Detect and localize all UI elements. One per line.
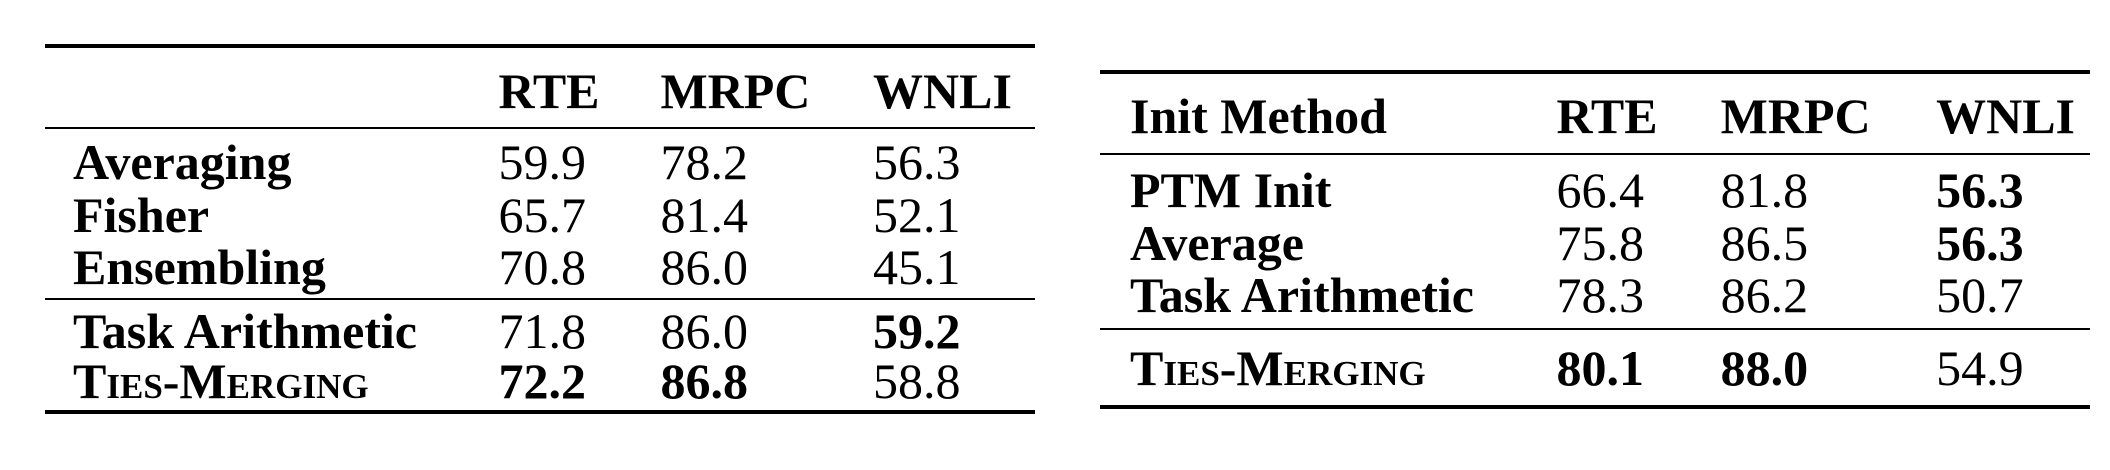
row-method: Averaging [73,134,292,190]
cell-wnli: 58.8 [873,353,961,409]
cell-rte: 59.9 [498,134,586,190]
row-method-ties-merging: Ties-Merging [1130,339,1426,396]
table-row: Ensembling 70.8 86.0 45.1 [45,242,1035,300]
cell-mrpc: 81.8 [1720,162,1809,218]
cell-wnli: 54.9 [1936,339,2024,396]
cell-rte: 75.8 [1556,214,1645,271]
cell-rte: 70.8 [498,242,661,300]
table-header-row: Init Method RTE MRPC WNLI [1100,72,2090,155]
row-method: Ensembling [45,242,499,300]
table-header-row: RTE MRPC WNLI [45,46,1035,129]
row-method: Task Arithmetic [1100,270,1557,330]
cell-mrpc: 81.4 [660,186,748,243]
cell-wnli-best: 56.3 [1936,162,2024,218]
cell-wnli: 50.7 [1936,270,2090,330]
cell-wnli-best: 56.3 [1936,214,2024,271]
cell-wnli: 56.3 [873,134,961,190]
row-method: Average [1130,214,1304,271]
cell-mrpc-best: 86.8 [660,353,748,409]
header-wnli: WNLI [873,46,1035,129]
table-row: Ties-Merging 72.2 86.8 58.8 [45,356,1035,412]
row-method: Fisher [73,186,210,243]
header-method [45,46,499,129]
cell-wnli-best: 59.2 [873,303,961,359]
cell-wnli: 52.1 [873,186,961,243]
header-init-method: Init Method [1100,72,1557,155]
cell-wnli: 45.1 [873,242,1035,300]
header-mrpc: MRPC [660,46,873,129]
row-method-ties-merging: Ties-Merging [73,353,369,409]
merging-methods-table: RTE MRPC WNLI Averaging 59.9 78.2 56.3 F… [45,44,1035,414]
cell-mrpc: 86.5 [1720,214,1809,271]
cell-mrpc: 86.0 [660,242,873,300]
table-row: Task Arithmetic 78.3 86.2 50.7 [1100,270,2090,330]
table-row: Ties-Merging 80.1 88.0 54.9 [1100,329,2090,407]
cell-rte-best: 72.2 [498,353,586,409]
table-row: Averaging 59.9 78.2 56.3 [45,128,1035,187]
row-method: PTM Init [1130,162,1332,218]
cell-mrpc: 78.2 [660,134,748,190]
table-row: PTM Init 66.4 81.8 56.3 [1100,154,2090,215]
cell-mrpc: 86.2 [1720,270,1937,330]
cell-mrpc-best: 88.0 [1720,339,1809,396]
header-wnli: WNLI [1936,72,2090,155]
header-mrpc: MRPC [1720,72,1937,155]
cell-rte: 66.4 [1556,162,1645,218]
table-row: Fisher 65.7 81.4 52.1 [45,187,1035,242]
cell-rte: 65.7 [498,186,586,243]
table-row: Task Arithmetic 71.8 86.0 59.2 [45,299,1035,356]
header-rte: RTE [1556,72,1721,155]
cell-rte: 71.8 [498,303,586,359]
cell-rte: 78.3 [1556,270,1721,330]
cell-rte-best: 80.1 [1556,339,1645,396]
row-method: Task Arithmetic [73,303,417,359]
init-method-table: Init Method RTE MRPC WNLI PTM Init 66.4 … [1100,70,2090,409]
table-row: Average 75.8 86.5 56.3 [1100,215,2090,270]
header-rte: RTE [498,46,661,129]
cell-mrpc: 86.0 [660,303,748,359]
